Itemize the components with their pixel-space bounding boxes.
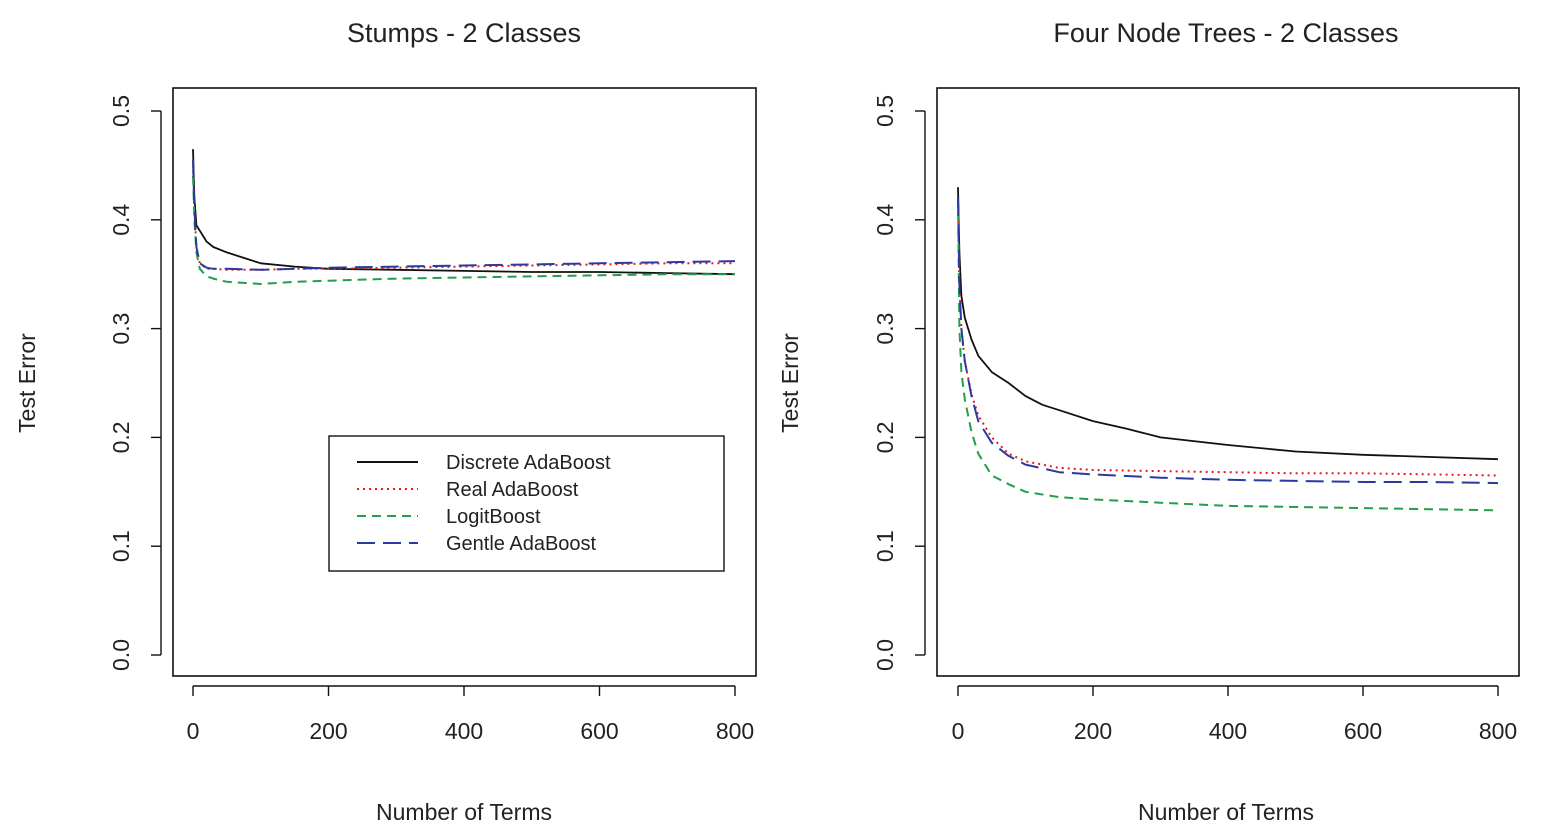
series-line-gentle-adaboost <box>957 197 1499 485</box>
plot-frame <box>172 87 757 677</box>
legend-label: Real AdaBoost <box>446 479 579 501</box>
y-tick-label: 0.0 <box>108 639 134 671</box>
panel-four-node-trees: Four Node Trees - 2 Classes Number of Te… <box>777 18 1520 825</box>
x-axis-label: Number of Terms <box>1138 799 1314 825</box>
series-line-discrete-adaboost <box>957 187 1499 461</box>
series-line-logitboost <box>192 176 735 285</box>
series-line-logitboost <box>957 197 1499 512</box>
y-axis: 0.0 0.1 0.2 0.3 0.4 0.5 <box>872 95 926 671</box>
x-axis: 0 200 400 600 800 <box>187 685 754 744</box>
x-tick-label: 600 <box>1344 718 1382 744</box>
series-line-real-adaboost <box>192 165 735 271</box>
y-tick-label: 0.3 <box>872 313 898 345</box>
y-tick-label: 0.2 <box>108 421 134 453</box>
x-tick-label: 200 <box>1074 718 1112 744</box>
x-tick-label: 400 <box>1209 718 1247 744</box>
y-axis-label: Test Error <box>777 333 803 433</box>
y-tick-label: 0.1 <box>872 530 898 562</box>
x-tick-label: 0 <box>952 718 965 744</box>
x-axis-label: Number of Terms <box>376 799 552 825</box>
y-tick-label: 0.5 <box>108 95 134 127</box>
legend: Discrete AdaBoost Real AdaBoost LogitBoost… <box>328 435 725 572</box>
legend-box <box>328 435 725 572</box>
chart-title: Four Node Trees - 2 Classes <box>1053 18 1398 48</box>
legend-label: Gentle AdaBoost <box>446 533 597 555</box>
y-tick-label: 0.4 <box>872 204 898 236</box>
plot-frame <box>936 87 1520 677</box>
y-tick-label: 0.5 <box>872 95 898 127</box>
legend-label: LogitBoost <box>446 506 541 528</box>
y-axis-label: Test Error <box>14 333 40 433</box>
x-tick-label: 600 <box>580 718 618 744</box>
x-tick-label: 800 <box>1479 718 1517 744</box>
x-tick-label: 800 <box>716 718 754 744</box>
series-line-discrete-adaboost <box>192 149 736 276</box>
x-tick-label: 200 <box>309 718 347 744</box>
series-line-real-adaboost <box>957 197 1499 477</box>
y-tick-label: 0.4 <box>108 204 134 236</box>
x-tick-label: 0 <box>187 718 200 744</box>
panel-stumps: Stumps - 2 Classes Number of Terms Test … <box>14 18 757 825</box>
y-tick-label: 0.2 <box>872 421 898 453</box>
y-tick-label: 0.0 <box>872 639 898 671</box>
series-group <box>957 187 1499 512</box>
y-tick-label: 0.3 <box>108 313 134 345</box>
x-axis: 0 200 400 600 800 <box>952 685 1517 744</box>
y-tick-label: 0.1 <box>108 530 134 562</box>
chart-title: Stumps - 2 Classes <box>347 18 581 48</box>
x-tick-label: 400 <box>445 718 483 744</box>
legend-label: Discrete AdaBoost <box>446 452 611 474</box>
series-line-gentle-adaboost <box>192 159 736 271</box>
series-group <box>192 149 736 285</box>
y-axis: 0.0 0.1 0.2 0.3 0.4 0.5 <box>108 95 162 671</box>
